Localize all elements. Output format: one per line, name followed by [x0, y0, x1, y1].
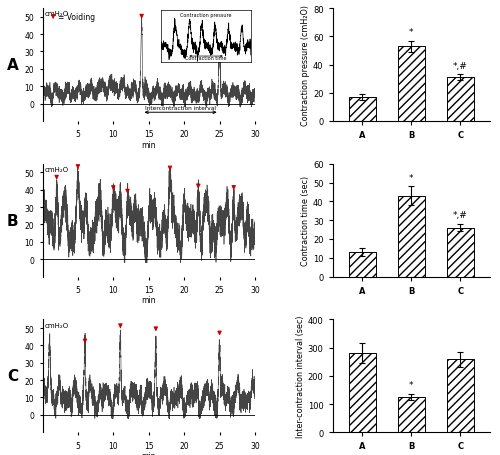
Text: *,#: *,#	[453, 211, 468, 220]
Text: = Voiding: = Voiding	[58, 13, 95, 22]
Text: Intercontraction interval: Intercontraction interval	[145, 106, 216, 111]
X-axis label: min: min	[142, 451, 156, 455]
Text: B: B	[7, 213, 18, 228]
Bar	[348, 253, 376, 277]
Text: C: C	[7, 369, 18, 384]
Bar	[348, 98, 376, 121]
Y-axis label: Contraction pressure (cmH₂O): Contraction pressure (cmH₂O)	[301, 5, 310, 126]
Text: cmH₂O: cmH₂O	[44, 322, 68, 328]
Bar	[447, 78, 474, 121]
Bar	[447, 228, 474, 277]
Y-axis label: Inter-contraction interval (sec): Inter-contraction interval (sec)	[296, 315, 305, 437]
Text: *: *	[409, 28, 414, 37]
Text: A: A	[7, 58, 18, 73]
Y-axis label: Contraction time (sec): Contraction time (sec)	[301, 176, 310, 266]
Bar	[398, 47, 425, 121]
Bar	[447, 359, 474, 432]
Text: *,#: *,#	[453, 62, 468, 71]
X-axis label: min: min	[142, 140, 156, 149]
Bar	[398, 397, 425, 432]
Bar	[398, 196, 425, 277]
Bar	[348, 354, 376, 432]
Text: *: *	[409, 380, 414, 389]
Text: cmH₂O: cmH₂O	[44, 167, 68, 172]
X-axis label: min: min	[142, 296, 156, 304]
Text: cmH₂O: cmH₂O	[44, 11, 68, 17]
Text: *: *	[409, 173, 414, 182]
